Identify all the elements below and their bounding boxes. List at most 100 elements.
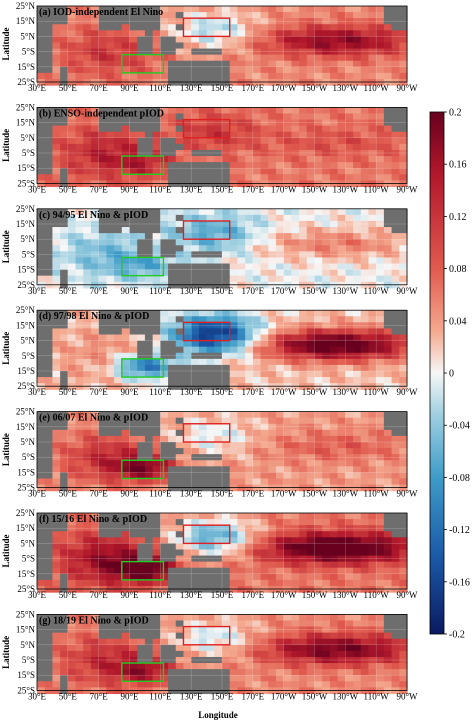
x-tick-label: 30°E bbox=[28, 387, 47, 397]
x-tick-label: 110°E bbox=[149, 489, 172, 499]
y-tick-label: 25°S bbox=[17, 584, 35, 594]
x-tick-label: 130°E bbox=[180, 387, 203, 397]
colorbar-tick-label: 0.2 bbox=[449, 108, 462, 119]
x-tick-label: 50°E bbox=[59, 286, 78, 296]
panels-group: (a) IOD-independent El Nino 25°N 15°N 5°N 5°… bbox=[1, 1, 418, 701]
x-tick-label: 90°E bbox=[120, 184, 139, 194]
x-tick-label: 110°E bbox=[149, 286, 172, 296]
y-tick-label: 5°N bbox=[20, 133, 35, 143]
x-tick-label: 130°E bbox=[180, 590, 203, 600]
x-tick-label: 50°E bbox=[59, 691, 78, 701]
x-tick-label: 110°E bbox=[149, 691, 172, 701]
x-tick-label: 30°E bbox=[28, 691, 47, 701]
x-tick-label: 150°E bbox=[211, 286, 234, 296]
x-tick-label: 170°W bbox=[271, 184, 297, 194]
y-axis-label: Latitude bbox=[1, 332, 11, 365]
colorbar-tick-label: -0.08 bbox=[449, 473, 470, 484]
x-tick-label: 110°E bbox=[149, 387, 172, 397]
panel-frame bbox=[36, 411, 408, 489]
x-tick-label: 130°E bbox=[180, 184, 203, 194]
panel-frame bbox=[36, 309, 408, 387]
x-tick-label: 110°W bbox=[364, 387, 390, 397]
y-tick-label: 5°S bbox=[22, 351, 35, 361]
y-tick-label: 5°N bbox=[20, 640, 35, 650]
y-tick-label: 15°N bbox=[16, 422, 36, 432]
x-tick-label: 90°E bbox=[120, 590, 139, 600]
red-box bbox=[182, 321, 231, 342]
x-tick-label: 130°E bbox=[180, 489, 203, 499]
x-tick-label: 170°E bbox=[242, 489, 265, 499]
red-box bbox=[182, 220, 231, 240]
x-tick-label: 30°E bbox=[28, 489, 47, 499]
x-tick-label: 150°E bbox=[211, 83, 234, 93]
x-tick-label: 170°E bbox=[242, 83, 265, 93]
x-tick-label: 30°E bbox=[28, 184, 47, 194]
x-tick-label: 130°W bbox=[333, 590, 359, 600]
y-tick-label: 5°S bbox=[22, 47, 35, 57]
y-tick-label: 25°S bbox=[17, 685, 35, 695]
green-box bbox=[121, 459, 165, 480]
panel-frame bbox=[36, 5, 408, 83]
y-tick-label: 25°N bbox=[16, 407, 36, 417]
y-tick-label: 5°S bbox=[22, 554, 35, 564]
x-tick-label: 150°W bbox=[302, 489, 328, 499]
x-tick-label: 130°W bbox=[333, 691, 359, 701]
green-box bbox=[121, 155, 165, 175]
x-tick-label: 130°W bbox=[333, 489, 359, 499]
x-tick-label: 150°W bbox=[302, 590, 328, 600]
x-tick-label: 90°E bbox=[120, 489, 139, 499]
red-box bbox=[182, 625, 231, 646]
y-tick-label: 25°N bbox=[16, 102, 36, 112]
x-tick-label: 170°E bbox=[242, 286, 265, 296]
x-tick-label: 90°E bbox=[120, 691, 139, 701]
y-axis-label: Latitude bbox=[1, 636, 11, 669]
y-axis-label: Latitude bbox=[1, 433, 11, 466]
colorbar-gradient bbox=[429, 111, 445, 635]
x-tick-label: 170°E bbox=[242, 691, 265, 701]
y-tick-label: 25°S bbox=[17, 483, 35, 493]
x-tick-label: 70°E bbox=[90, 489, 109, 499]
x-tick-label: 90°E bbox=[120, 83, 139, 93]
colorbar: 0.2 0.16 0.12 0.08 0.04 0 -0.04 -0.08 -0.12 -0.16… bbox=[429, 108, 470, 641]
x-tick-label: 110°W bbox=[364, 590, 390, 600]
x-tick-label: 170°W bbox=[271, 590, 297, 600]
x-tick-label: 150°W bbox=[302, 691, 328, 701]
x-tick-label: 50°E bbox=[59, 387, 78, 397]
x-tick-label: 90°W bbox=[396, 590, 418, 600]
colorbar-tick-label: 0.12 bbox=[449, 212, 467, 223]
x-tick-label: 150°W bbox=[302, 184, 328, 194]
x-tick-label: 50°E bbox=[59, 83, 78, 93]
y-axis-label: Latitude bbox=[1, 27, 11, 60]
x-tick-label: 70°E bbox=[90, 590, 109, 600]
y-tick-label: 25°S bbox=[17, 280, 35, 290]
x-tick-label: 70°E bbox=[90, 691, 109, 701]
colorbar-tick-label: 0.08 bbox=[449, 264, 467, 275]
y-axis-label: Latitude bbox=[1, 230, 11, 263]
panel-label: (a) IOD-independent El Nino bbox=[39, 7, 163, 18]
y-tick-label: 15°S bbox=[17, 366, 35, 376]
y-tick-label: 15°N bbox=[16, 625, 36, 635]
panel-label: (f) 15/16 El Nino & pIOD bbox=[39, 514, 147, 525]
y-tick-label: 15°S bbox=[17, 265, 35, 275]
y-tick-label: 5°S bbox=[22, 655, 35, 665]
y-tick-label: 5°N bbox=[20, 336, 35, 346]
x-tick-label: 90°W bbox=[396, 691, 418, 701]
y-tick-label: 15°N bbox=[16, 523, 36, 533]
y-axis-label: Latitude bbox=[1, 534, 11, 567]
y-tick-label: 15°S bbox=[17, 62, 35, 72]
x-tick-label: 50°E bbox=[59, 184, 78, 194]
red-box bbox=[182, 118, 231, 139]
red-box bbox=[182, 524, 231, 545]
x-tick-label: 90°W bbox=[396, 286, 418, 296]
x-tick-label: 50°E bbox=[59, 590, 78, 600]
panel-frame bbox=[36, 512, 408, 590]
x-tick-label: 170°E bbox=[242, 184, 265, 194]
y-tick-label: 25°S bbox=[17, 178, 35, 188]
y-tick-label: 5°N bbox=[20, 234, 35, 244]
y-tick-label: 15°S bbox=[17, 163, 35, 173]
green-box bbox=[121, 560, 165, 581]
